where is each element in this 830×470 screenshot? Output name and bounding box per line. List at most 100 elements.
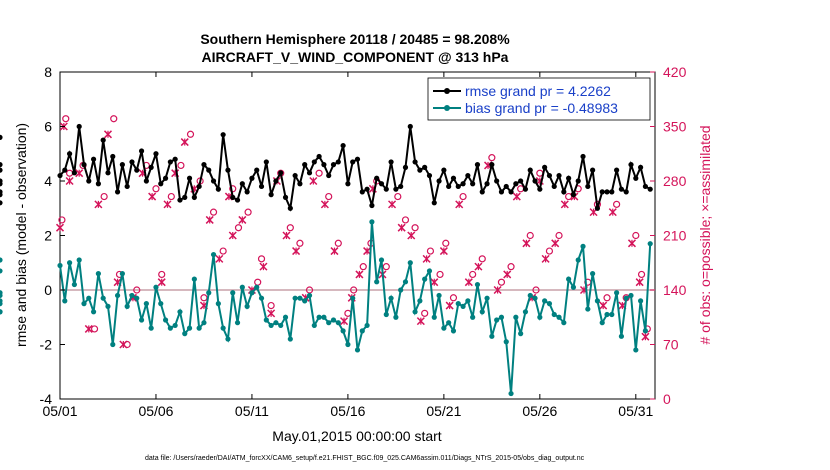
obs-possible-marker xyxy=(257,255,266,263)
bias-point xyxy=(412,309,418,315)
x-tick-label: 05/01 xyxy=(42,403,77,419)
rmse-point xyxy=(215,186,221,192)
bias-point xyxy=(633,347,639,353)
obs-possible-marker xyxy=(286,224,294,232)
bias-point xyxy=(321,314,327,320)
bias-point xyxy=(138,317,145,323)
y-right-tick-label: 140 xyxy=(663,282,687,298)
rmse-point xyxy=(527,167,533,173)
obs-markers xyxy=(55,115,651,349)
rmse-point xyxy=(570,192,577,198)
obs-possible-marker xyxy=(152,185,160,193)
bias-point xyxy=(585,306,591,312)
bias-point xyxy=(191,276,197,282)
obs-possible-marker xyxy=(478,255,486,263)
bias-point xyxy=(383,311,389,318)
bias-point xyxy=(575,257,581,263)
bias-point xyxy=(618,333,625,339)
obs-assimilated-marker xyxy=(422,254,431,263)
bias-point xyxy=(114,292,121,299)
obs-assimilated-marker xyxy=(267,309,276,318)
rmse-point xyxy=(162,175,169,181)
chart-title-line-1: Southern Hemisphere 20118 / 20485 = 98.2… xyxy=(200,31,510,47)
bias-point xyxy=(244,303,250,309)
rmse-point xyxy=(244,189,250,195)
bias-point xyxy=(172,322,178,329)
rmse-point xyxy=(441,167,447,173)
rmse-point xyxy=(402,164,409,170)
obs-assimilated-marker xyxy=(599,301,608,310)
obs-assimilated-marker xyxy=(608,208,617,217)
rmse-point xyxy=(354,156,361,162)
rmse-point xyxy=(278,170,284,176)
obs-possible-marker xyxy=(459,192,467,201)
bias-point xyxy=(580,243,586,249)
x-tick-label: 05/21 xyxy=(426,403,461,419)
rmse-point xyxy=(542,164,548,170)
rmse-point xyxy=(148,164,154,170)
rmse-point xyxy=(369,202,375,209)
rmse-point xyxy=(138,148,145,154)
rmse-point xyxy=(618,186,625,192)
obs-assimilated-marker xyxy=(103,130,113,139)
rmse-point xyxy=(95,181,101,187)
rmse-point xyxy=(518,178,524,184)
bias-point xyxy=(431,314,437,320)
legend-rmse-marker xyxy=(444,88,450,94)
rmse-point xyxy=(0,134,3,140)
obs-assimilated-marker xyxy=(55,223,65,232)
obs-possible-marker xyxy=(359,263,367,271)
rmse-point xyxy=(350,159,356,165)
rmse-point xyxy=(422,164,428,170)
legend: rmse grand pr = 4.2262 bias grand pr = -… xyxy=(427,77,651,121)
rmse-point xyxy=(230,194,236,200)
obs-possible-marker xyxy=(65,169,74,177)
rmse-point xyxy=(177,197,183,203)
bias-point xyxy=(167,325,173,331)
rmse-point xyxy=(642,183,649,190)
obs-possible-marker xyxy=(532,286,540,294)
bias-point xyxy=(177,309,183,315)
bias-point xyxy=(316,314,322,320)
rmse-point xyxy=(623,189,629,195)
rmse-point xyxy=(239,181,245,187)
rmse-point xyxy=(484,181,490,187)
bias-point xyxy=(62,298,68,304)
rmse-point xyxy=(100,137,106,143)
data-file-footer: data file: /Users/raeder/DAI/ATM_forcXX/… xyxy=(145,455,585,462)
bias-point xyxy=(604,311,610,318)
obs-possible-marker xyxy=(209,208,218,216)
legend-rmse-label: rmse grand pr = 4.2262 xyxy=(465,83,611,99)
bias-point xyxy=(479,309,485,315)
obs-possible-marker xyxy=(442,239,450,247)
bias-point xyxy=(297,295,303,301)
rmse-point xyxy=(479,189,485,195)
rmse-line xyxy=(59,126,651,212)
obs-assimilated-marker xyxy=(522,239,531,248)
rmse-point xyxy=(647,186,653,192)
bias-point xyxy=(0,309,3,315)
obs-possible-marker xyxy=(334,239,342,247)
bias-point xyxy=(100,295,106,301)
series-lines xyxy=(0,123,653,397)
bias-point xyxy=(350,295,356,301)
bias-point xyxy=(599,320,605,326)
rmse-point xyxy=(220,132,226,138)
bias-point xyxy=(566,276,572,282)
x-tick-label: 05/11 xyxy=(235,403,269,419)
obs-possible-marker xyxy=(158,270,166,279)
obs-possible-marker xyxy=(200,294,208,302)
rmse-point xyxy=(609,189,615,195)
rmse-point xyxy=(311,159,317,165)
bias-point xyxy=(326,320,332,326)
rmse-point xyxy=(76,123,82,130)
legend-bias-marker xyxy=(444,105,450,111)
bias-point xyxy=(638,298,644,304)
rmse-point xyxy=(522,186,529,192)
bias-point xyxy=(249,290,255,296)
bias-point xyxy=(628,292,634,299)
rmse-point xyxy=(0,200,3,206)
bias-point xyxy=(196,325,202,331)
obs-possible-marker xyxy=(100,192,108,201)
